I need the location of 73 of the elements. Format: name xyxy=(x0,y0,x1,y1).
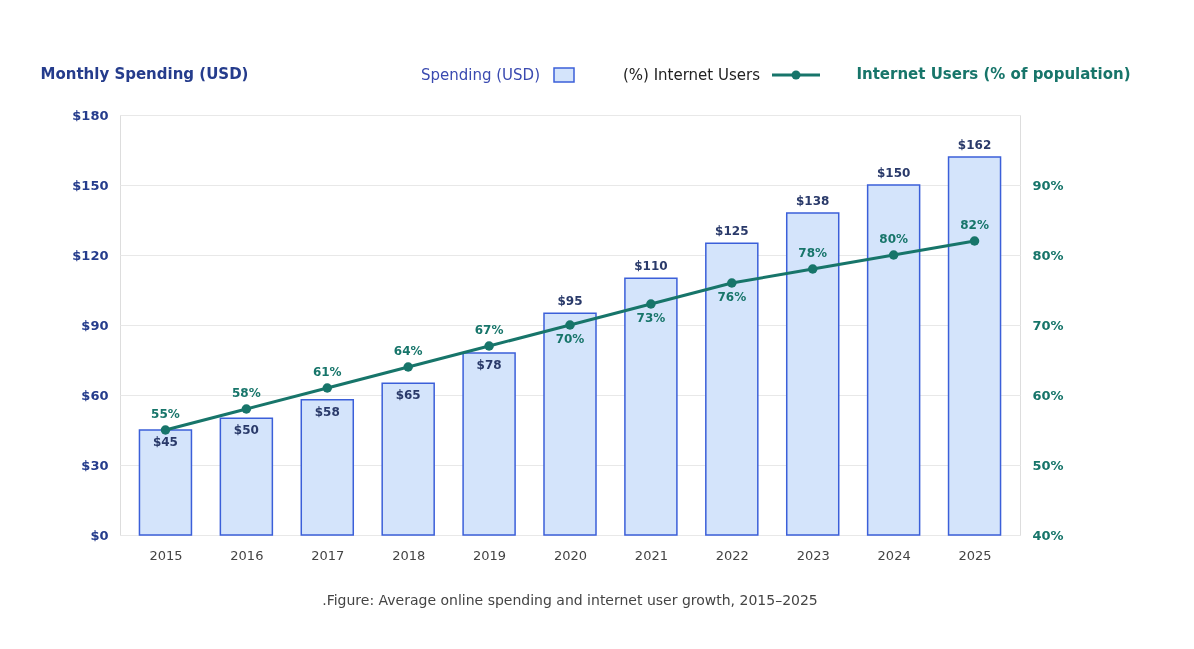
x-tick-label: 2015 xyxy=(149,547,183,563)
legend-label: Spending (USD) xyxy=(420,66,540,84)
point xyxy=(565,320,575,330)
y-tick-label: $60 xyxy=(81,387,109,403)
data-label: $65 xyxy=(395,388,421,403)
data-label: 82% xyxy=(960,218,989,232)
bar xyxy=(300,398,355,536)
y-tick-label: $120 xyxy=(72,247,109,263)
x-tick-label: 2025 xyxy=(958,547,992,563)
y2-tick-label: 80% xyxy=(1032,247,1064,263)
y-tick-label: $150 xyxy=(72,177,109,193)
point xyxy=(322,383,333,393)
x-tick-label: 2024 xyxy=(877,547,911,563)
y2-tick-label: 60% xyxy=(1032,387,1064,403)
data-label: 78% xyxy=(798,246,828,260)
x-tick-label: 2021 xyxy=(634,547,668,563)
y-tick-label: $180 xyxy=(72,107,109,123)
x-tick-label: 2023 xyxy=(796,547,830,563)
data-label: 70% xyxy=(555,332,585,346)
point xyxy=(403,362,413,372)
data-label: $58 xyxy=(314,404,340,419)
point xyxy=(807,264,818,274)
y-tick-label: $30 xyxy=(81,457,109,473)
bar xyxy=(785,212,840,536)
data-label: 76% xyxy=(717,290,747,304)
data-label: $78 xyxy=(476,358,502,372)
legend-label: (%) Internet Users xyxy=(622,66,761,84)
y-tick-label: $90 xyxy=(81,317,109,333)
point xyxy=(888,250,899,260)
x-tick-label: 2018 xyxy=(392,547,426,563)
y2-axis-title: Internet Users (% of population) xyxy=(856,64,1131,83)
bar xyxy=(866,184,921,536)
data-label: $125 xyxy=(715,224,749,239)
bar xyxy=(381,382,435,536)
data-label: $110 xyxy=(634,259,668,274)
y2-tick-label: 70% xyxy=(1032,317,1064,333)
x-tick-label: 2022 xyxy=(715,547,749,563)
x-tick-label: 2017 xyxy=(311,547,345,563)
data-label: 55% xyxy=(151,407,180,421)
point xyxy=(646,299,656,309)
y2-tick-label: 40% xyxy=(1032,527,1064,543)
data-label: 61% xyxy=(312,365,342,379)
data-label: 58% xyxy=(232,386,261,400)
point xyxy=(727,278,737,288)
point xyxy=(484,341,494,351)
x-tick-label: 2020 xyxy=(553,547,588,563)
x-tick-label: 2019 xyxy=(473,547,507,563)
data-label: $95 xyxy=(557,294,583,309)
data-label: 67% xyxy=(474,323,504,337)
bar xyxy=(705,242,759,536)
y2-tick-label: 50% xyxy=(1032,457,1064,473)
data-label: $162 xyxy=(957,138,992,152)
y-axis-title: Monthly Spending (USD) xyxy=(40,64,249,83)
data-label: $138 xyxy=(796,194,830,208)
bar xyxy=(624,277,678,536)
data-label: $50 xyxy=(233,423,259,438)
data-label: $45 xyxy=(152,435,178,449)
bar xyxy=(947,156,1002,536)
data-label: $150 xyxy=(876,166,911,180)
data-label: 64% xyxy=(393,344,423,358)
point xyxy=(160,425,171,435)
data-label: 73% xyxy=(636,311,666,325)
point xyxy=(969,236,980,246)
y2-tick-label: 90% xyxy=(1032,177,1064,193)
bar xyxy=(138,429,193,536)
bar xyxy=(543,312,597,536)
x-tick-label: 2016 xyxy=(230,547,264,563)
bar xyxy=(462,352,516,536)
bar xyxy=(219,417,274,536)
point xyxy=(241,404,252,414)
y-tick-label: $0 xyxy=(90,527,109,543)
text: .Figure: Average online spending and internet user growth, 2015–2025 xyxy=(322,592,818,608)
data-label: 80% xyxy=(879,232,908,246)
